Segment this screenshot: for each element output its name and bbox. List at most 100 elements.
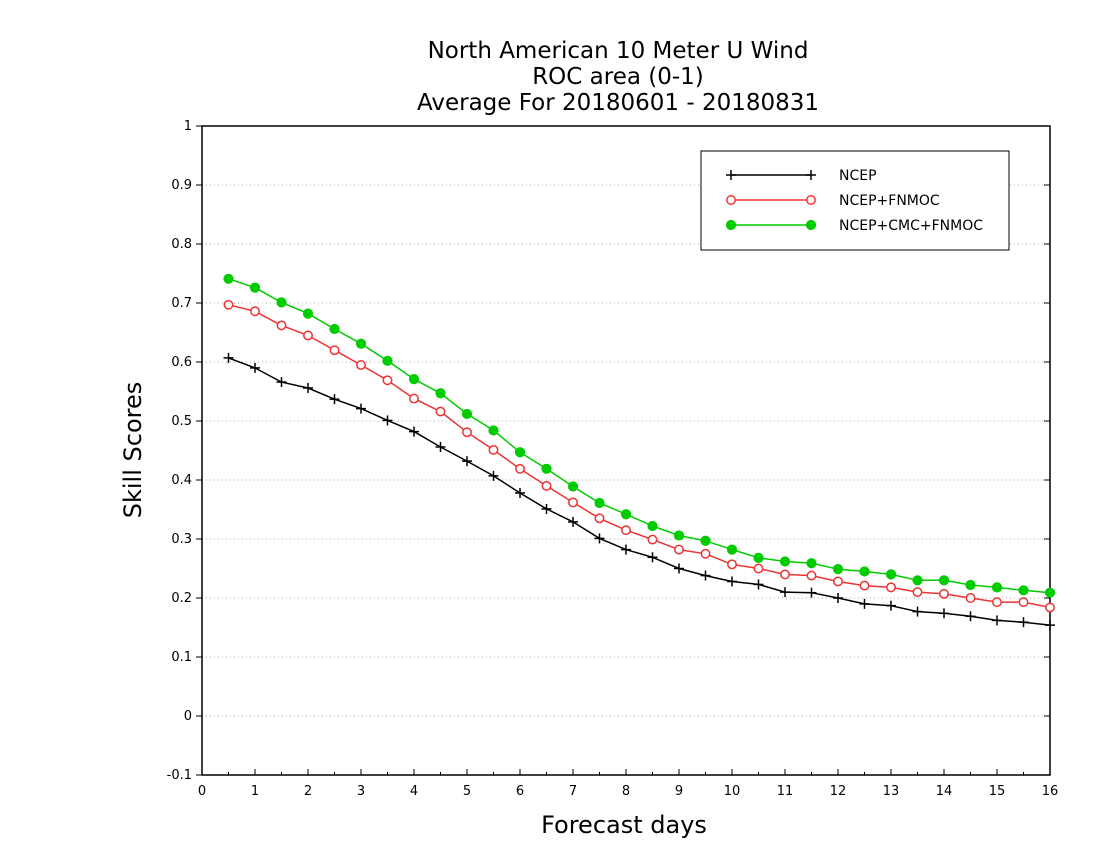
data-point <box>488 470 499 481</box>
data-point <box>223 352 234 363</box>
y-axis-label: Skill Scores <box>119 382 147 519</box>
data-point <box>885 569 897 580</box>
data-point <box>965 593 976 603</box>
y-tick-label: 0.7 <box>171 296 192 311</box>
data-point <box>594 513 605 524</box>
data-point <box>912 575 923 586</box>
legend-marker <box>806 195 816 205</box>
data-point <box>356 403 366 414</box>
data-point <box>833 576 843 587</box>
data-point <box>939 608 949 619</box>
y-tick-label: -0.1 <box>167 768 192 783</box>
data-point <box>1018 617 1029 628</box>
data-point <box>329 323 340 335</box>
data-point <box>806 587 817 598</box>
data-point <box>250 362 260 373</box>
x-tick-label: 7 <box>569 784 577 799</box>
data-point <box>355 338 367 349</box>
data-point <box>250 306 260 317</box>
data-point <box>462 456 472 467</box>
x-tick-label: 1 <box>251 784 259 799</box>
title-line-1: North American 10 Meter U Wind <box>428 38 809 64</box>
data-point <box>700 570 711 581</box>
data-point <box>382 415 393 426</box>
legend-marker <box>805 219 817 231</box>
x-tick-label: 6 <box>516 784 524 799</box>
data-point <box>1018 597 1029 608</box>
data-point <box>249 282 261 293</box>
x-tick-label: 4 <box>410 784 418 799</box>
data-point <box>991 582 1003 593</box>
data-point <box>780 587 790 598</box>
data-point <box>647 520 658 532</box>
data-point <box>382 355 393 366</box>
axes: -0.100.10.20.30.40.50.60.70.80.910 1 2 3 4 5 6… <box>167 119 1059 799</box>
data-point <box>886 600 896 611</box>
data-point <box>514 447 526 458</box>
data-point <box>621 525 631 536</box>
data-point <box>700 548 711 559</box>
data-point <box>303 382 313 393</box>
data-point <box>276 320 287 331</box>
data-point <box>780 569 790 580</box>
series-ncep-fnmoc <box>223 299 1055 613</box>
data-point <box>992 597 1002 608</box>
x-axis-label: Forecast days <box>541 811 707 839</box>
x-tick-label: 10 <box>724 784 741 799</box>
data-point <box>515 463 525 474</box>
data-point <box>753 563 764 574</box>
data-point <box>859 598 870 609</box>
data-point <box>461 408 473 420</box>
data-point <box>435 388 446 399</box>
data-point <box>700 535 711 546</box>
x-tick-label: 14 <box>936 784 953 799</box>
data-point <box>541 463 552 474</box>
data-point <box>223 273 234 284</box>
data-point <box>886 582 896 593</box>
data-point <box>1045 620 1055 631</box>
y-tick-label: 0.4 <box>171 473 192 488</box>
y-tick-label: 0 <box>184 709 192 724</box>
legend-marker <box>725 219 737 231</box>
legend-marker <box>726 195 736 205</box>
y-tick-label: 0.1 <box>171 650 192 665</box>
data-point <box>938 575 950 586</box>
data-point <box>674 544 684 555</box>
data-point <box>753 552 764 563</box>
data-point <box>276 377 287 388</box>
data-point <box>1045 602 1055 613</box>
data-point <box>647 552 658 563</box>
x-tick-label: 16 <box>1042 784 1059 799</box>
data-point <box>541 480 552 491</box>
data-point <box>567 481 579 492</box>
series-line <box>228 278 1051 594</box>
data-point <box>965 579 976 591</box>
data-point <box>621 544 631 555</box>
data-point <box>409 426 419 437</box>
data-point <box>674 563 684 574</box>
data-point <box>488 444 499 455</box>
y-tick-label: 0.2 <box>171 591 192 606</box>
data-point <box>965 611 976 622</box>
data-point <box>726 544 738 555</box>
x-tick-label: 0 <box>198 784 206 799</box>
x-tick-label: 15 <box>989 784 1006 799</box>
data-point <box>303 330 313 341</box>
data-point <box>620 509 632 520</box>
data-point <box>992 615 1002 626</box>
data-point <box>329 394 340 405</box>
data-point <box>568 497 578 508</box>
data-point <box>462 427 472 438</box>
data-point <box>779 556 791 567</box>
data-point <box>382 375 393 386</box>
data-point <box>859 580 870 591</box>
legend-label: NCEP <box>839 168 877 184</box>
data-point <box>1044 587 1056 598</box>
data-point <box>276 297 287 308</box>
x-tick-label: 13 <box>883 784 900 799</box>
data-point <box>727 576 737 587</box>
data-point <box>594 533 605 544</box>
data-point <box>912 587 923 598</box>
series-ncep-cmc-fnmoc <box>223 273 1056 598</box>
